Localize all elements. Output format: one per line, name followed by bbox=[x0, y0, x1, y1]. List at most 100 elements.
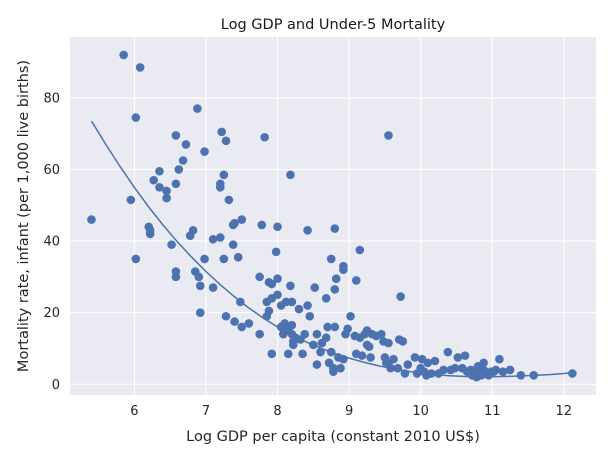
data-point bbox=[389, 354, 398, 364]
data-point bbox=[460, 351, 470, 360]
data-point bbox=[321, 294, 331, 303]
y-tick-label: 60 bbox=[43, 163, 60, 178]
data-point bbox=[233, 252, 243, 262]
data-point bbox=[384, 338, 393, 348]
data-point bbox=[195, 308, 205, 317]
data-point bbox=[305, 311, 315, 321]
data-point bbox=[188, 226, 198, 235]
data-point bbox=[236, 297, 245, 307]
data-point bbox=[303, 226, 312, 235]
data-point bbox=[224, 195, 234, 205]
y-tick-label: 80 bbox=[43, 91, 60, 106]
data-point bbox=[479, 358, 488, 368]
data-point bbox=[131, 113, 141, 122]
data-point bbox=[357, 351, 367, 360]
x-tick-label: 11 bbox=[484, 404, 501, 419]
data-point bbox=[200, 254, 209, 264]
data-point bbox=[267, 349, 277, 359]
data-point bbox=[273, 290, 282, 300]
data-point bbox=[215, 233, 225, 242]
data-point bbox=[87, 215, 96, 224]
data-point bbox=[393, 363, 403, 373]
data-point bbox=[298, 349, 307, 359]
data-point bbox=[135, 63, 145, 72]
data-point bbox=[145, 229, 155, 239]
plot-area bbox=[70, 37, 596, 395]
y-tick-label: 20 bbox=[43, 306, 60, 321]
y-tick-label: 40 bbox=[43, 235, 60, 250]
data-point bbox=[443, 347, 453, 357]
data-point bbox=[336, 363, 345, 373]
data-point bbox=[287, 297, 297, 307]
data-point bbox=[131, 254, 141, 264]
data-point bbox=[155, 183, 164, 192]
data-point bbox=[330, 322, 340, 332]
data-point bbox=[294, 304, 304, 314]
data-point bbox=[516, 371, 526, 380]
data-point bbox=[339, 354, 348, 364]
data-point bbox=[309, 340, 318, 350]
data-point bbox=[271, 247, 281, 257]
data-point bbox=[193, 104, 202, 113]
data-point bbox=[300, 329, 310, 339]
data-point bbox=[339, 265, 348, 275]
data-point bbox=[228, 240, 238, 249]
data-point bbox=[330, 285, 340, 294]
data-point bbox=[237, 322, 247, 332]
data-point bbox=[351, 276, 361, 285]
gridlines bbox=[70, 37, 596, 395]
data-point bbox=[273, 222, 282, 232]
y-axis-label: Mortality rate, infant (per 1,000 live b… bbox=[16, 60, 32, 372]
data-point bbox=[219, 254, 229, 264]
data-point bbox=[331, 274, 341, 283]
x-tick-label: 7 bbox=[202, 404, 210, 419]
data-point bbox=[200, 147, 209, 156]
data-point bbox=[155, 166, 164, 176]
data-point bbox=[267, 279, 277, 289]
x-axis-label: Log GDP per capita (constant 2010 US$) bbox=[186, 429, 480, 445]
data-point bbox=[430, 356, 440, 366]
data-point bbox=[221, 136, 231, 146]
data-point bbox=[505, 365, 515, 375]
data-point bbox=[237, 215, 247, 224]
data-point bbox=[215, 183, 225, 192]
data-point bbox=[355, 245, 365, 255]
data-point bbox=[312, 360, 322, 369]
data-point bbox=[323, 322, 332, 332]
data-point bbox=[364, 342, 374, 351]
data-points bbox=[87, 50, 577, 382]
data-point bbox=[255, 272, 264, 282]
data-point bbox=[217, 127, 227, 137]
data-point bbox=[398, 337, 408, 346]
data-point bbox=[427, 369, 436, 378]
data-point bbox=[230, 218, 239, 228]
data-point bbox=[260, 132, 269, 142]
y-tick-labels: 0 20 40 60 80 bbox=[43, 91, 60, 392]
data-point bbox=[167, 240, 176, 249]
data-point bbox=[396, 292, 405, 301]
data-point bbox=[162, 186, 171, 196]
data-point bbox=[208, 234, 218, 244]
data-point bbox=[149, 175, 159, 185]
data-point bbox=[366, 353, 375, 362]
data-point bbox=[219, 170, 229, 180]
data-point bbox=[162, 193, 171, 203]
data-point bbox=[255, 329, 264, 339]
data-point bbox=[181, 140, 191, 149]
data-point bbox=[174, 165, 184, 174]
x-tick-label: 12 bbox=[556, 404, 573, 419]
x-tick-label: 6 bbox=[130, 404, 138, 419]
data-point bbox=[384, 131, 393, 140]
data-point bbox=[280, 319, 289, 328]
data-point bbox=[491, 365, 501, 375]
data-point bbox=[498, 367, 508, 377]
data-point bbox=[286, 281, 295, 291]
data-point bbox=[230, 317, 239, 326]
data-point bbox=[439, 365, 448, 375]
data-point bbox=[257, 220, 267, 230]
data-point bbox=[329, 367, 338, 377]
data-point bbox=[316, 347, 325, 357]
data-point bbox=[126, 195, 136, 205]
data-point bbox=[330, 224, 340, 233]
